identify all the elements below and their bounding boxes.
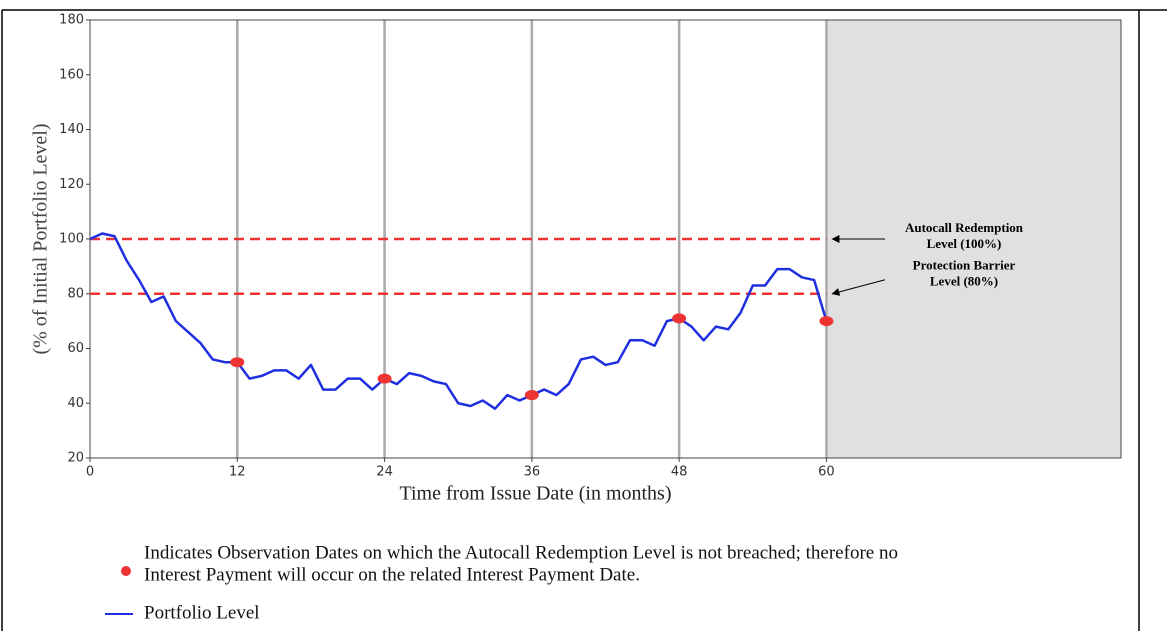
y-axis-label: (% of Initial Portfolio Level): [30, 123, 52, 354]
level-label: Level (80%): [930, 274, 998, 289]
x-tick-label: 60: [818, 465, 835, 480]
observation-dot: [819, 316, 834, 327]
legend-dot: [121, 566, 131, 576]
legend-label: Interest Payment will occur on the relat…: [144, 564, 640, 585]
x-tick-label: 48: [671, 465, 688, 480]
level-label: Protection Barrier: [913, 258, 1016, 273]
y-tick-label: 40: [67, 396, 84, 411]
legend-label: Indicates Observation Dates on which the…: [144, 542, 898, 563]
y-tick-label: 80: [67, 286, 84, 301]
y-tick-label: 120: [59, 177, 84, 192]
x-tick-label: 0: [86, 465, 94, 480]
y-tick-label: 20: [67, 451, 84, 466]
level-label: Autocall Redemption: [905, 220, 1024, 235]
level-label: Level (100%): [927, 236, 1002, 251]
x-tick-label: 36: [524, 465, 541, 480]
observation-dot: [524, 390, 539, 401]
y-tick-label: 140: [59, 122, 84, 137]
y-tick-label: 100: [59, 232, 84, 247]
level-arrow: [831, 279, 886, 296]
legend-label: Portfolio Level: [144, 602, 260, 623]
observation-dot: [377, 373, 392, 384]
observation-dot: [672, 313, 687, 324]
x-axis-label: Time from Issue Date (in months): [399, 483, 671, 505]
y-tick-label: 180: [59, 13, 84, 28]
y-tick-label: 160: [59, 67, 84, 82]
x-tick-label: 24: [376, 465, 393, 480]
y-tick-label: 60: [67, 341, 84, 356]
observation-dot: [230, 357, 245, 368]
portfolio-line: [89, 232, 828, 410]
x-tick-label: 12: [229, 465, 246, 480]
